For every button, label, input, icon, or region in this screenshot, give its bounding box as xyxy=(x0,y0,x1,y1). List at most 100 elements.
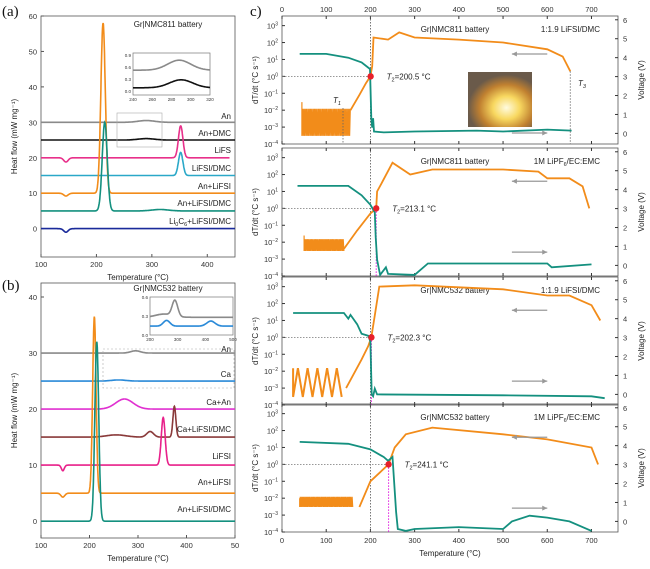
y-right-tick-label: 2 xyxy=(623,92,627,101)
tick-base: 10 xyxy=(267,333,275,342)
x-tick-label: 700 xyxy=(585,536,598,545)
y-tick-label: 10−3 xyxy=(264,255,278,264)
tick-exponent: −1 xyxy=(272,350,278,356)
t3-label: T3 xyxy=(578,79,587,90)
y-right-tick-label: 0 xyxy=(623,261,627,270)
tick-exponent: 2 xyxy=(275,171,278,177)
subpanel-title: Gr|NMC532 battery xyxy=(420,286,489,295)
y-right-tick-label: 1 xyxy=(623,110,627,119)
series-label: An+LiFSI/DMC xyxy=(177,199,231,208)
label-part: C xyxy=(178,217,184,226)
y-tick-label: 20 xyxy=(29,405,37,414)
t2-label: T2=241.1 °C xyxy=(405,460,449,471)
x-axis-label: Temperature (°C) xyxy=(107,554,169,563)
tick-exponent: 0 xyxy=(275,333,278,339)
tick-exponent: 0 xyxy=(275,204,278,210)
dTdt-line xyxy=(345,284,602,389)
x-tick-label: 50 xyxy=(231,541,239,550)
label-part: 1M LiPF xyxy=(534,157,564,166)
inset-x-tick-label: 240 xyxy=(129,97,137,102)
inset-x-tick-label: 300 xyxy=(174,337,182,342)
zoom-region-box xyxy=(116,112,163,148)
y-right-tick-label: 3 xyxy=(623,461,627,470)
y-left-axis-label: dT/dt (°C s⁻¹) xyxy=(251,188,260,236)
voltage-line xyxy=(299,441,592,532)
y-tick-label: 103 xyxy=(267,410,278,419)
series-line-lifsi-dmc xyxy=(41,151,235,177)
series-line-lifs xyxy=(41,124,230,163)
y-right-tick-label: 2 xyxy=(623,224,627,233)
dTdt-noise-line xyxy=(292,368,343,398)
label-part: =213.1 °C xyxy=(400,204,436,213)
tick-base: 10 xyxy=(264,367,272,376)
y-tick-label: 10 xyxy=(29,189,37,198)
tick-exponent: −4 xyxy=(272,528,278,534)
top-x-tick-label: 0 xyxy=(280,5,284,14)
tick-base: 10 xyxy=(264,89,272,98)
chart-title: Gr|NMC811 battery xyxy=(134,20,203,29)
tick-exponent: −1 xyxy=(272,89,278,95)
y-right-tick-label: 6 xyxy=(623,16,627,25)
y-tick-label: 10−3 xyxy=(264,384,278,393)
x-tick-label: 100 xyxy=(35,541,48,550)
y-right-tick-label: 5 xyxy=(623,35,627,44)
label-sub: 2 xyxy=(392,338,395,344)
tick-base: 10 xyxy=(264,255,272,264)
tick-base: 10 xyxy=(264,384,272,393)
tick-base: 10 xyxy=(264,238,272,247)
label-part: T xyxy=(578,79,584,88)
series-label: An+DMC xyxy=(198,129,231,138)
inset-series-line xyxy=(149,299,233,319)
dTdt-line xyxy=(349,31,572,111)
tick-exponent: −1 xyxy=(272,477,278,483)
tick-base: 10 xyxy=(264,106,272,115)
top-x-tick-label: 300 xyxy=(408,5,421,14)
y-tick-label: 10−2 xyxy=(264,238,278,247)
tick-exponent: −3 xyxy=(272,384,278,390)
series-label: Ca+LiFSI/DMC xyxy=(177,425,231,434)
tick-base: 10 xyxy=(267,171,275,180)
tick-exponent: 1 xyxy=(275,443,278,449)
label-part: =200.5 °C xyxy=(395,72,431,81)
plot-frame xyxy=(281,147,619,277)
y-right-tick-label: 6 xyxy=(623,148,627,157)
tick-base: 10 xyxy=(267,72,275,81)
panel-label-a: (a) xyxy=(2,4,19,20)
y-tick-label: 100 xyxy=(267,333,278,342)
y-tick-label: 50 xyxy=(29,47,37,56)
electrolyte-label: 1M LiPF6/EC:EMC xyxy=(534,413,600,424)
y-tick-label: 102 xyxy=(267,300,278,309)
tick-base: 10 xyxy=(264,401,272,410)
y-right-axis-label: Voltage (V) xyxy=(637,321,646,361)
series-label: An+LiFSI xyxy=(198,478,231,487)
x-tick-label: 200 xyxy=(83,541,96,550)
y-right-tick-label: 0 xyxy=(623,129,627,138)
y-right-axis-label: Voltage (V) xyxy=(637,192,646,232)
label-part: /EC:EMC xyxy=(567,157,601,166)
label-part: =202.3 °C xyxy=(395,333,431,342)
inset-frame xyxy=(132,52,211,96)
series-line-an-lifsi-dmc xyxy=(41,120,235,212)
tick-base: 10 xyxy=(267,204,275,213)
y-tick-label: 101 xyxy=(267,187,278,196)
y-right-tick-label: 5 xyxy=(623,167,627,176)
tick-base: 10 xyxy=(264,123,272,132)
voltage-line xyxy=(299,53,572,134)
y-tick-label: 10−2 xyxy=(264,367,278,376)
tick-exponent: 2 xyxy=(275,427,278,433)
tick-base: 10 xyxy=(267,460,275,469)
tick-base: 10 xyxy=(267,410,275,419)
top-x-tick-label: 100 xyxy=(320,5,333,14)
dTdt-noise-line xyxy=(299,496,354,508)
t2-label: T2=200.5 °C xyxy=(387,72,431,83)
arc-subpanel-4: 10310210110010−110−210−310−40123456Volta… xyxy=(251,403,646,537)
inset-x-tick-label: 280 xyxy=(168,97,176,102)
series-line-an xyxy=(41,350,235,354)
y-left-axis-label: dT/dt (°C s⁻¹) xyxy=(251,444,260,492)
x-tick-label: 400 xyxy=(201,260,214,269)
label-sub: 6 xyxy=(564,162,567,168)
tick-exponent: −2 xyxy=(272,367,278,373)
chart-title: Gr|NMC532 battery xyxy=(133,284,202,293)
t1-label: T1 xyxy=(333,96,341,107)
